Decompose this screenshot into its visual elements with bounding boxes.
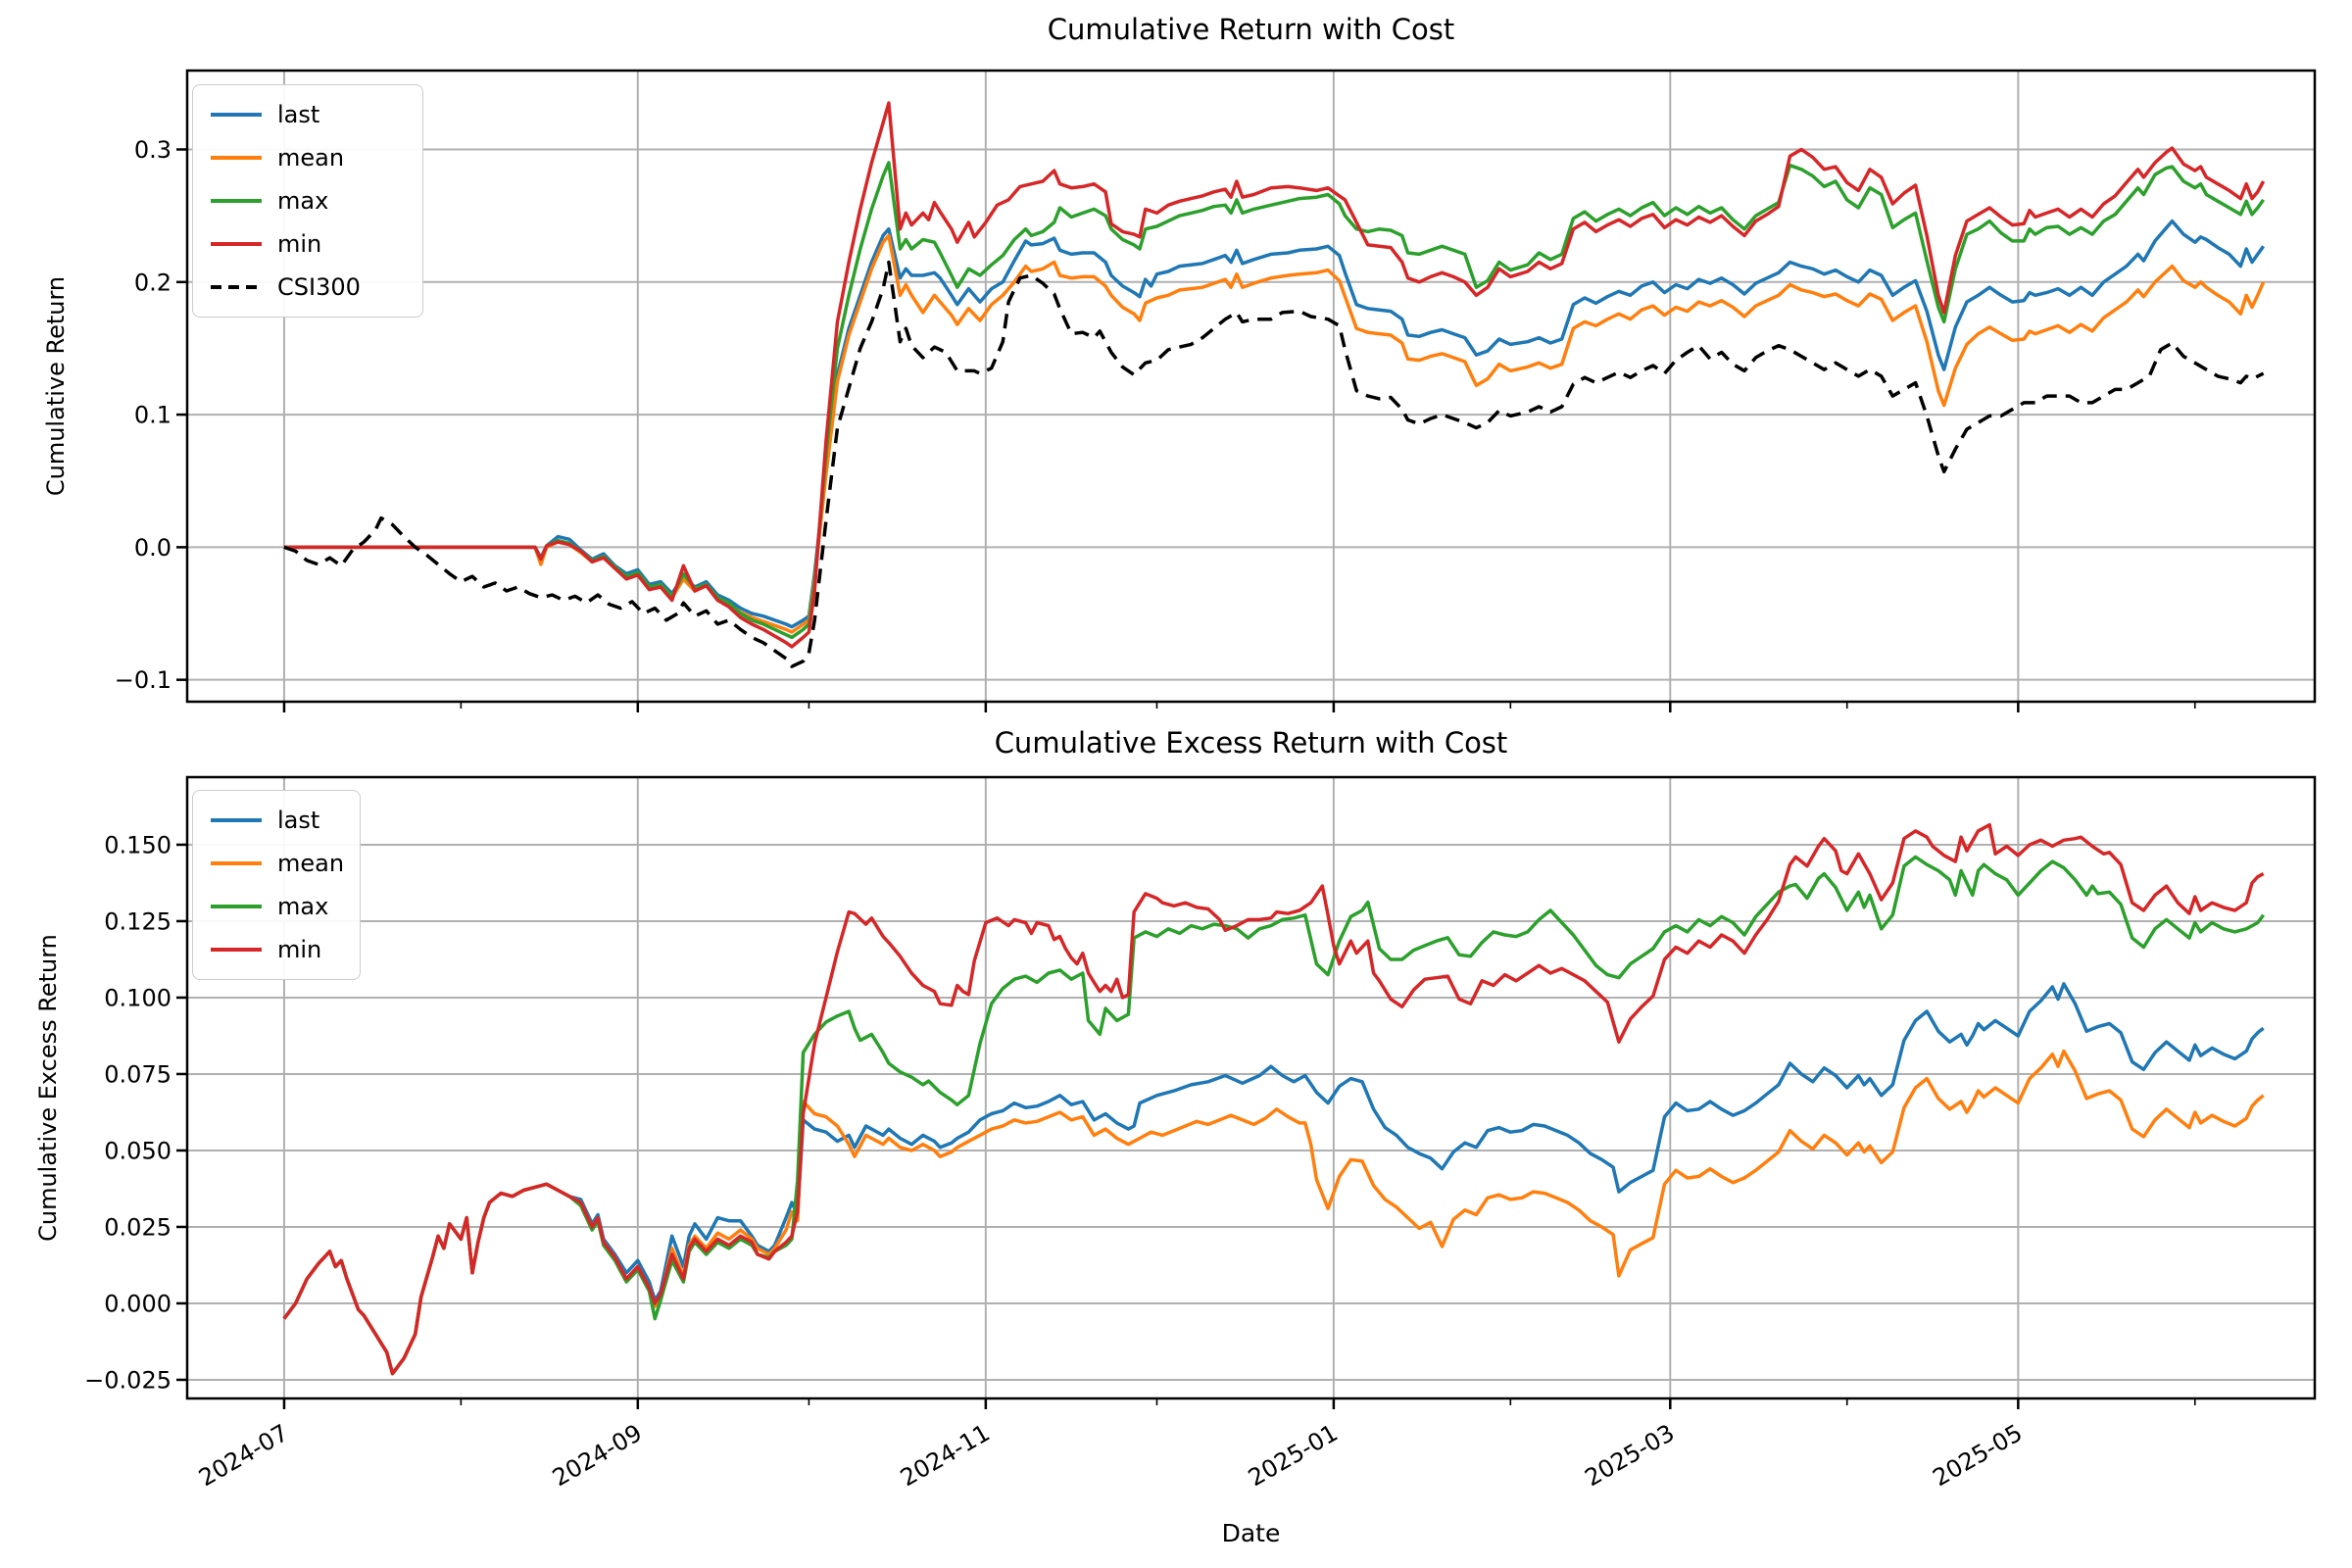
series-line-mean [282,1049,2265,1376]
x-tick-label: 2024-09 [548,1419,647,1492]
y-tick-label: 0.150 [104,831,172,858]
y-tick-label: 0.025 [104,1213,172,1241]
series-line-CSI300 [283,260,2265,668]
x-tick-label: 2025-03 [1580,1419,1679,1492]
line-sample-min [211,948,262,952]
series-line-mean [283,233,2266,634]
legend-item-mean[interactable]: mean [193,136,422,179]
series-line-max [282,855,2266,1376]
axes-spines [185,69,2317,704]
legend-item-min[interactable]: min [193,222,422,266]
series-group [283,101,2266,668]
legend-item-max[interactable]: max [193,179,422,222]
series-line-min [283,101,2266,649]
x-tick-label: 2025-05 [1928,1419,2027,1492]
legend-item-max[interactable]: max [193,885,360,928]
y-tick-label: 0.050 [104,1137,172,1164]
chart2-ylabel: Cumulative Excess Return [34,934,62,1242]
line-sample-max [211,199,262,203]
series-line-max [283,161,2266,640]
y-tick-label: −0.025 [84,1366,172,1394]
chart2-title: Cumulative Excess Return with Cost [994,726,1508,760]
y-tick-label: 0.100 [104,984,172,1011]
series-line-min [282,822,2265,1376]
x-tick-label: 2024-11 [896,1419,995,1492]
x-axis-label: Date [1221,1519,1281,1547]
legend-chart2: last mean max min [192,790,361,980]
legend-item-last[interactable]: last [193,799,360,842]
y-tick-label: 0.2 [134,269,172,296]
line-sample-last [211,113,262,117]
legend-item-mean[interactable]: mean [193,842,360,885]
y-tick-label: 0.1 [134,402,172,429]
line-sample-last [211,818,262,822]
x-tick-label: 2025-01 [1244,1419,1343,1492]
x-tick-label: 2024-07 [194,1419,293,1492]
line-sample-max [211,905,262,908]
y-tick-label: 0.075 [104,1060,172,1088]
chart1-ylabel: Cumulative Return [42,275,70,497]
legend-item-csi300[interactable]: CSI300 [193,266,422,309]
y-tick-label: −0.1 [115,666,172,694]
y-tick-label: 0.0 [134,534,172,562]
dashed-line-sample-csi300 [211,285,262,289]
series-group [282,822,2266,1376]
series-line-last [282,982,2265,1376]
line-sample-min [211,242,262,246]
axes-spines [185,775,2317,1400]
legend-chart1: last mean max min CSI300 [192,84,423,318]
y-tick-label: 0.125 [104,907,172,935]
y-tick-label: 0.000 [104,1290,172,1317]
y-tick-label: 0.3 [134,136,172,164]
line-sample-mean [211,156,262,160]
legend-item-min[interactable]: min [193,928,360,971]
chart1-title: Cumulative Return with Cost [1047,13,1455,46]
line-sample-mean [211,861,262,865]
legend-item-last[interactable]: last [193,93,422,136]
